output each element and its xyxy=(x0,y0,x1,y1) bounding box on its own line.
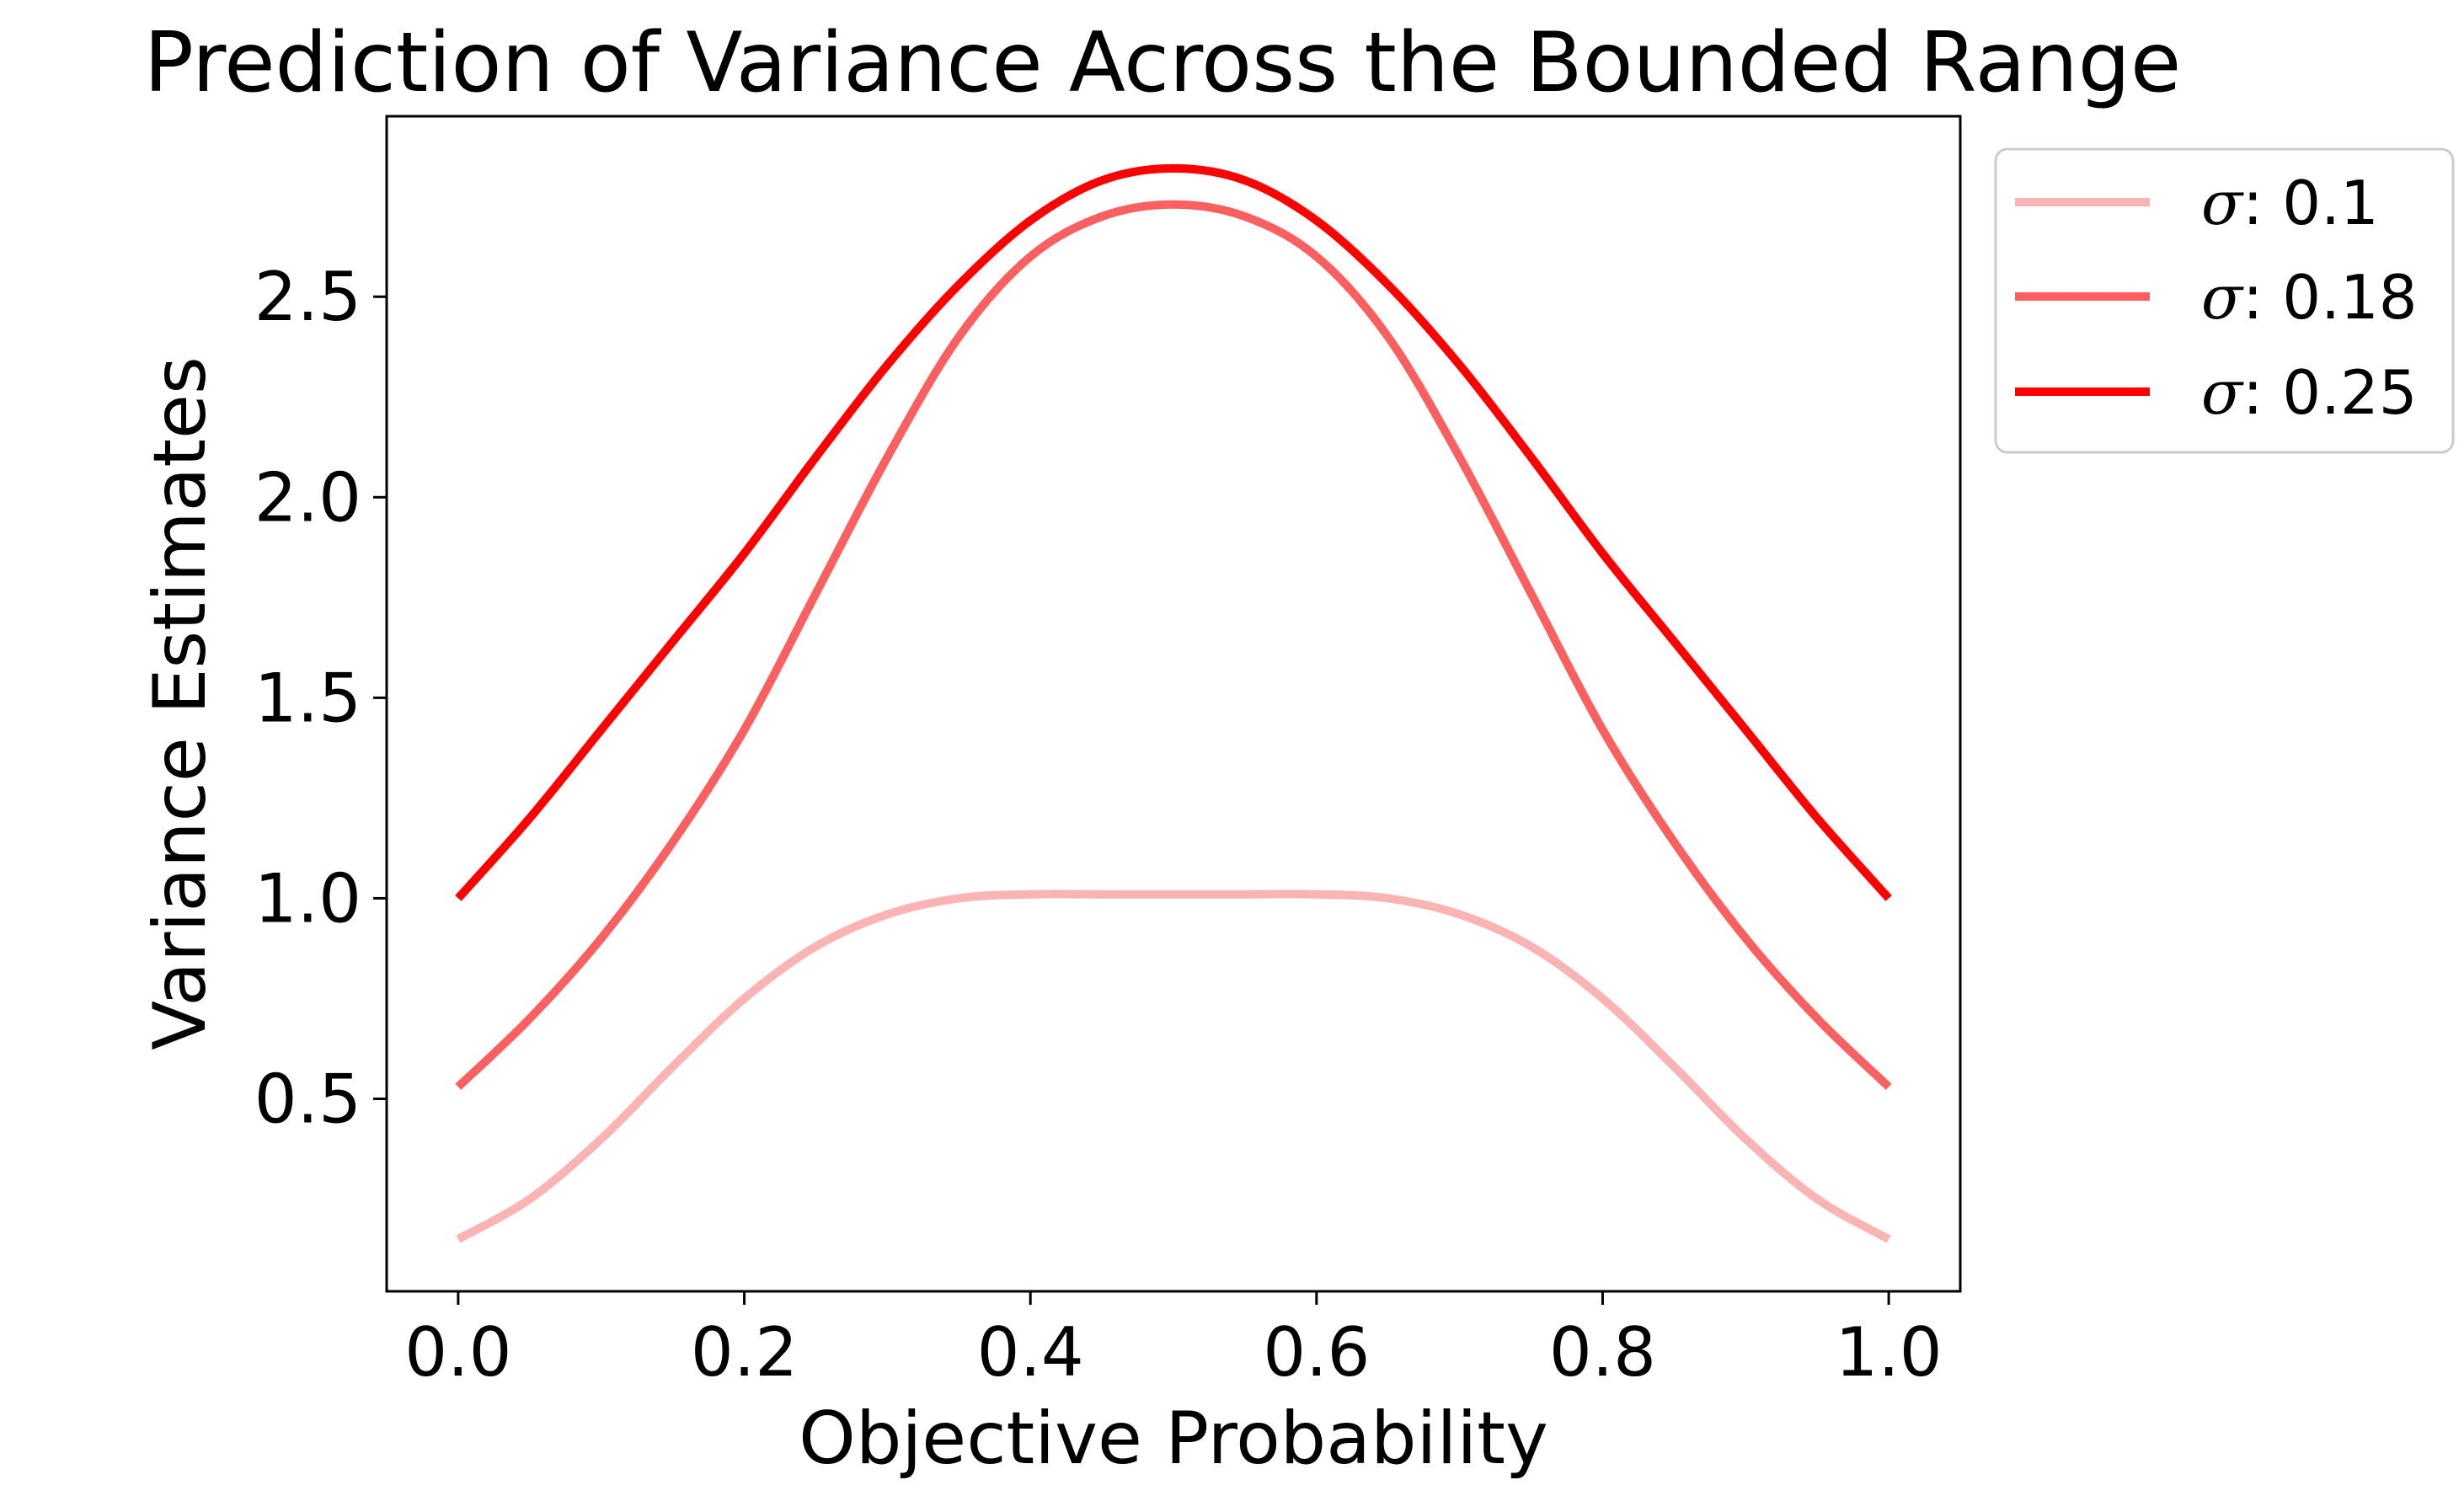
legend-label-2: σ: 0.25 xyxy=(2201,357,2418,428)
x-tick-label: 0.2 xyxy=(691,1313,798,1392)
x-tick-label: 1.0 xyxy=(1835,1313,1942,1392)
y-axis: 0.5 1.0 1.5 2.0 2.5 xyxy=(254,258,387,1138)
series-layer xyxy=(455,163,1892,1243)
x-tick-label: 0.8 xyxy=(1549,1313,1656,1392)
y-tick-label: 0.5 xyxy=(254,1060,361,1138)
plot-frame xyxy=(385,115,1962,1293)
y-tick-label: 2.5 xyxy=(254,258,361,336)
series-line-2 xyxy=(455,163,1892,901)
y-tick-label: 1.5 xyxy=(254,659,361,737)
legend-frame xyxy=(1994,147,2455,454)
x-tick-label: 0.4 xyxy=(977,1313,1084,1392)
series-line-0 xyxy=(456,890,1891,1243)
x-axis-label: Objective Probability xyxy=(799,1397,1548,1481)
x-tick-label: 0.6 xyxy=(1263,1313,1370,1392)
x-axis: 0.0 0.2 0.4 0.6 0.8 1.0 xyxy=(404,1291,1943,1392)
chart-title: Prediction of Variance Across the Bounde… xyxy=(144,15,2182,111)
legend-label-1: σ: 0.18 xyxy=(2201,262,2418,333)
y-tick-label: 2.0 xyxy=(254,458,361,537)
y-axis-label: Variance Estimates xyxy=(138,356,222,1050)
plot-area xyxy=(385,115,1962,1293)
legend: σ: 0.1 σ: 0.18 σ: 0.25 xyxy=(1994,147,2455,454)
x-tick-label: 0.0 xyxy=(404,1313,511,1392)
y-tick-label: 1.0 xyxy=(254,859,361,938)
legend-label-0: σ: 0.1 xyxy=(2201,168,2379,238)
series-line-1 xyxy=(455,200,1892,1090)
